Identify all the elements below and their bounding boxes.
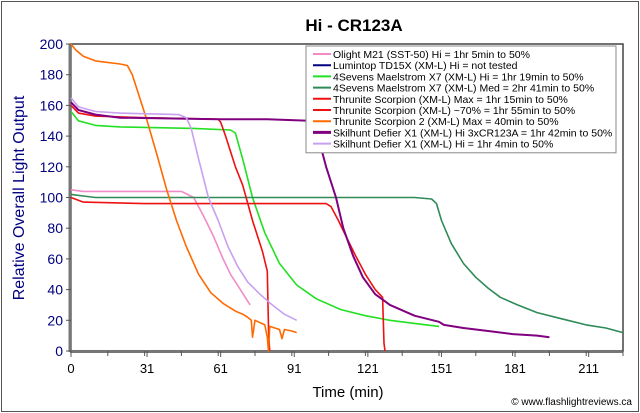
y-tick-label: 160 (40, 97, 64, 113)
legend-entry: Skilhunt Defier X1 (XM-L) Hi 3xCR123A = … (333, 127, 612, 139)
series-group (70, 43, 624, 352)
x-tick-label: 151 (431, 361, 453, 376)
legend-entry: Olight M21 (SST-50) Hi = 1hr 5min to 50% (333, 49, 530, 61)
x-tick-label: 211 (578, 361, 599, 376)
y-tick-label: 180 (40, 67, 64, 83)
y-tick-label: 120 (40, 159, 64, 175)
x-tick-label: 121 (357, 361, 379, 376)
y-tick-label: 80 (47, 220, 63, 236)
y-tick-label: 100 (40, 190, 64, 206)
credit-text: © www.flashlightreviews.ca (511, 397, 632, 408)
x-axis-label: Time (min) (312, 384, 383, 401)
series-line-0 (70, 189, 251, 306)
series-line-2 (70, 111, 440, 328)
y-tick-label: 20 (47, 312, 63, 328)
legend-entry: Thrunite Scorpion (XM-L) Max = 1hr 15min… (333, 94, 568, 106)
y-tick-label: 200 (40, 36, 64, 52)
y-axis-label: Relative Overall Light Output (11, 95, 28, 300)
y-axis: 0 20 40 60 80 100 120 140 160 180 200 (40, 36, 71, 359)
x-tick-label: 31 (140, 361, 154, 376)
series-line-8 (70, 97, 298, 322)
series-line-5 (70, 196, 386, 352)
legend-entry: Thrunite Scorpion 2 (XM-L) Max = 40min t… (333, 116, 559, 128)
series-line-7 (70, 101, 550, 339)
y-tick-label: 60 (47, 251, 63, 267)
x-tick-label: 0 (67, 361, 74, 376)
legend-box (305, 45, 617, 154)
y-tick-label: 40 (47, 282, 63, 298)
legend: Olight M21 (SST-50) Hi = 1hr 5min to 50%… (305, 45, 617, 154)
legend-entry: Thrunite Scorpion (XM-L) ~70% = 1hr 55mi… (333, 105, 575, 117)
series-line-6 (70, 43, 297, 352)
legend-entry: Lumintop TD15X (XM-L) Hi = not tested (333, 60, 518, 72)
series-line-3 (70, 193, 624, 334)
legend-entry: Skilhunt Defier X1 (XM-L) Hi = 1hr 4min … (333, 139, 553, 151)
x-axis: 0 31 61 91 121 151 181 211 (67, 351, 624, 376)
legend-entry: 4Sevens Maelstrom X7 (XM-L) Med = 2hr 41… (333, 83, 594, 95)
y-tick-label: 140 (40, 128, 64, 144)
chart-title: Hi - CR123A (305, 16, 402, 35)
x-tick-label: 91 (287, 361, 301, 376)
x-tick-label: 181 (504, 361, 526, 376)
legend-entry: 4Sevens Maelstrom X7 (XM-L) Hi = 1hr 19m… (333, 71, 584, 83)
x-tick-label: 61 (213, 361, 227, 376)
y-tick-label: 0 (55, 343, 63, 359)
